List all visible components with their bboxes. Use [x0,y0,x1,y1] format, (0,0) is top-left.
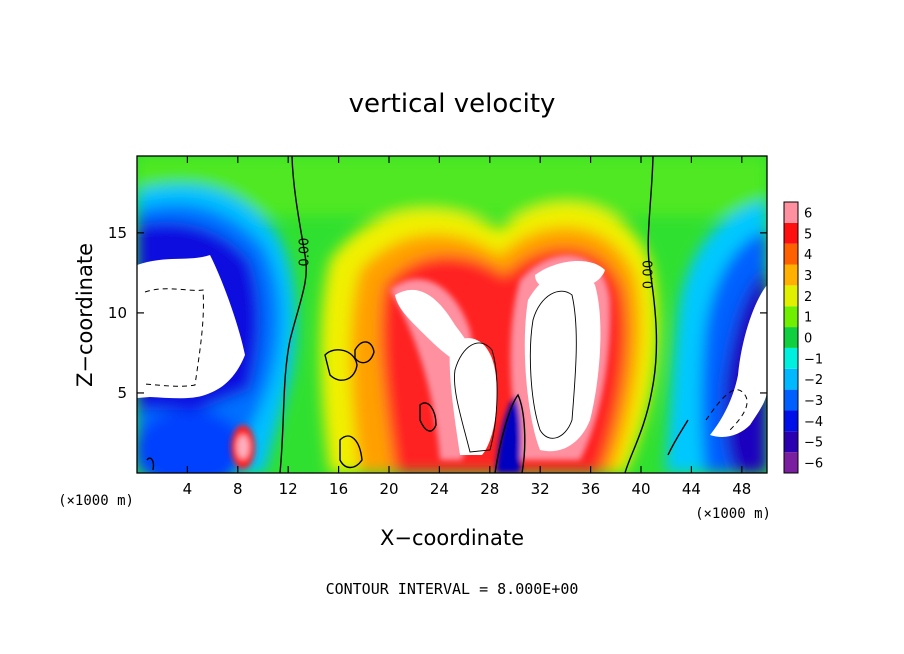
colorbar-swatch [784,347,798,369]
chart-title: vertical velocity [349,89,556,119]
x-unit-label: (×1000 m) [695,506,771,522]
y-tick-label: 15 [108,224,127,242]
contour-value-label: 0.00 [298,238,313,267]
contour-closed-3 [419,402,437,432]
x-tick-label: 32 [531,480,550,498]
x-tick-label: 24 [430,480,449,498]
contour-value-label: 0.00 [642,260,657,289]
y-axis-label: Z−coordinate [73,243,97,387]
colorbar-swatch [784,285,798,307]
colorbar-swatch [784,202,798,223]
colorbar-swatch [784,264,798,286]
colorbar-swatch [784,306,798,328]
x-tick-label: 4 [183,480,193,498]
y-axis: 5 10 15 [108,224,767,402]
contour-closed-2 [354,341,375,364]
x-tick-label: 40 [631,480,650,498]
colorbar-swatch [784,222,798,244]
contour-inner [454,290,577,453]
y-tick-label: 10 [108,304,127,322]
x-tick-label: 28 [480,480,499,498]
z-unit-label: (×1000 m) [58,493,134,509]
colorbar-label: 4 [804,248,812,263]
contour-small-1 [146,457,155,471]
colorbar-swatch [784,389,798,411]
contour-interval-note: CONTOUR INTERVAL = 8.000E+00 [326,580,579,598]
colorbar-swatch [784,410,798,432]
colorbar-label: 5 [804,227,812,242]
colorbar-label: 3 [804,269,812,284]
colorbar-label: 1 [804,311,812,326]
contour-zero-right [624,156,658,473]
colorbar-label: −2 [804,373,823,388]
colorbar-label: −3 [804,394,823,409]
colorbar-swatch [784,452,798,473]
contour-negative [144,288,748,431]
heatmap-field [137,156,767,473]
x-tick-label: 12 [279,480,298,498]
colorbar-label: −5 [804,436,823,451]
contour-labels: 0.00 0.00 [298,238,657,289]
x-tick-label: 8 [233,480,243,498]
contour-lines [146,156,689,473]
colorbar-frame [783,201,799,474]
colorbar-label: −4 [804,415,823,430]
x-axis: 4 8 12 16 20 24 28 32 36 40 44 48 [183,156,751,498]
y-tick-label: 5 [117,384,127,402]
colorbar-label: 6 [804,206,812,221]
x-axis-label: X−coordinate [380,526,524,550]
x-tick-label: 36 [581,480,600,498]
colorbar-swatch [784,431,798,453]
colorbar-swatch [784,327,798,348]
plot-frame [136,155,768,474]
contour-closed-1 [324,349,358,381]
contour-zero-left [279,156,308,473]
colorbar-label: 0 [804,332,812,347]
colorbar-label: −1 [804,352,823,367]
x-tick-label: 44 [682,480,701,498]
colorbar-swatch [784,243,798,265]
colorbar-label: 2 [804,290,812,305]
x-tick-label: 16 [329,480,348,498]
contour-closed-4 [339,435,363,469]
x-tick-label: 48 [732,480,751,498]
colorbar-swatch [784,368,798,390]
colorbar-label: −6 [804,457,823,472]
x-tick-label: 20 [379,480,398,498]
contour-updraft [494,393,526,473]
contour-small-2 [667,419,689,456]
colorbar: −6 −5 −4 −3 −2 −1 0 1 2 3 4 5 6 [783,201,823,474]
